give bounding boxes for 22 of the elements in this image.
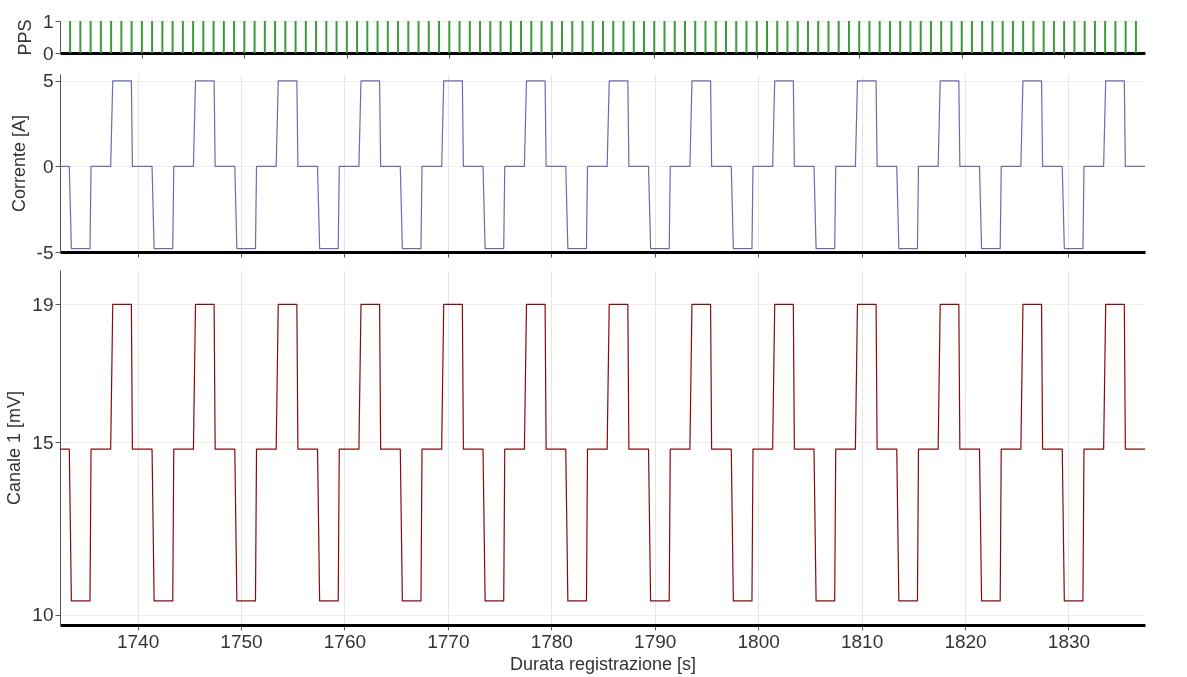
x-tick-label: 1740 — [116, 630, 160, 652]
y-tick-label: -5 — [36, 241, 54, 263]
y-tick-label: 10 — [32, 604, 54, 626]
y-tick-label: 0 — [42, 42, 54, 64]
x-tick-label: 1760 — [323, 630, 367, 652]
x-tick-label: 1770 — [427, 630, 470, 652]
y-axis-title: Canale 1 [mV] — [4, 390, 25, 506]
y-axis-title: PPS — [14, 19, 35, 56]
y-tick-label: 1 — [42, 10, 54, 32]
y-tick-label: 5 — [42, 70, 54, 92]
x-tick-label: 1810 — [840, 630, 884, 652]
y-tick-label: 0 — [42, 155, 54, 177]
x-tick-label: 1830 — [1047, 630, 1091, 652]
y-axis-title: Corrente [A] — [8, 114, 29, 213]
x-tick-label: 1820 — [944, 630, 987, 652]
x-tick-label: 1790 — [634, 630, 677, 652]
x-tick-label: 1780 — [530, 630, 573, 652]
x-tick-label: 1800 — [737, 630, 780, 652]
y-tick-label: 19 — [32, 293, 54, 315]
y-tick-label: 15 — [32, 431, 54, 453]
x-tick-label: 1750 — [220, 630, 263, 652]
x-axis-title: Durata registrazione [s] — [509, 653, 697, 674]
